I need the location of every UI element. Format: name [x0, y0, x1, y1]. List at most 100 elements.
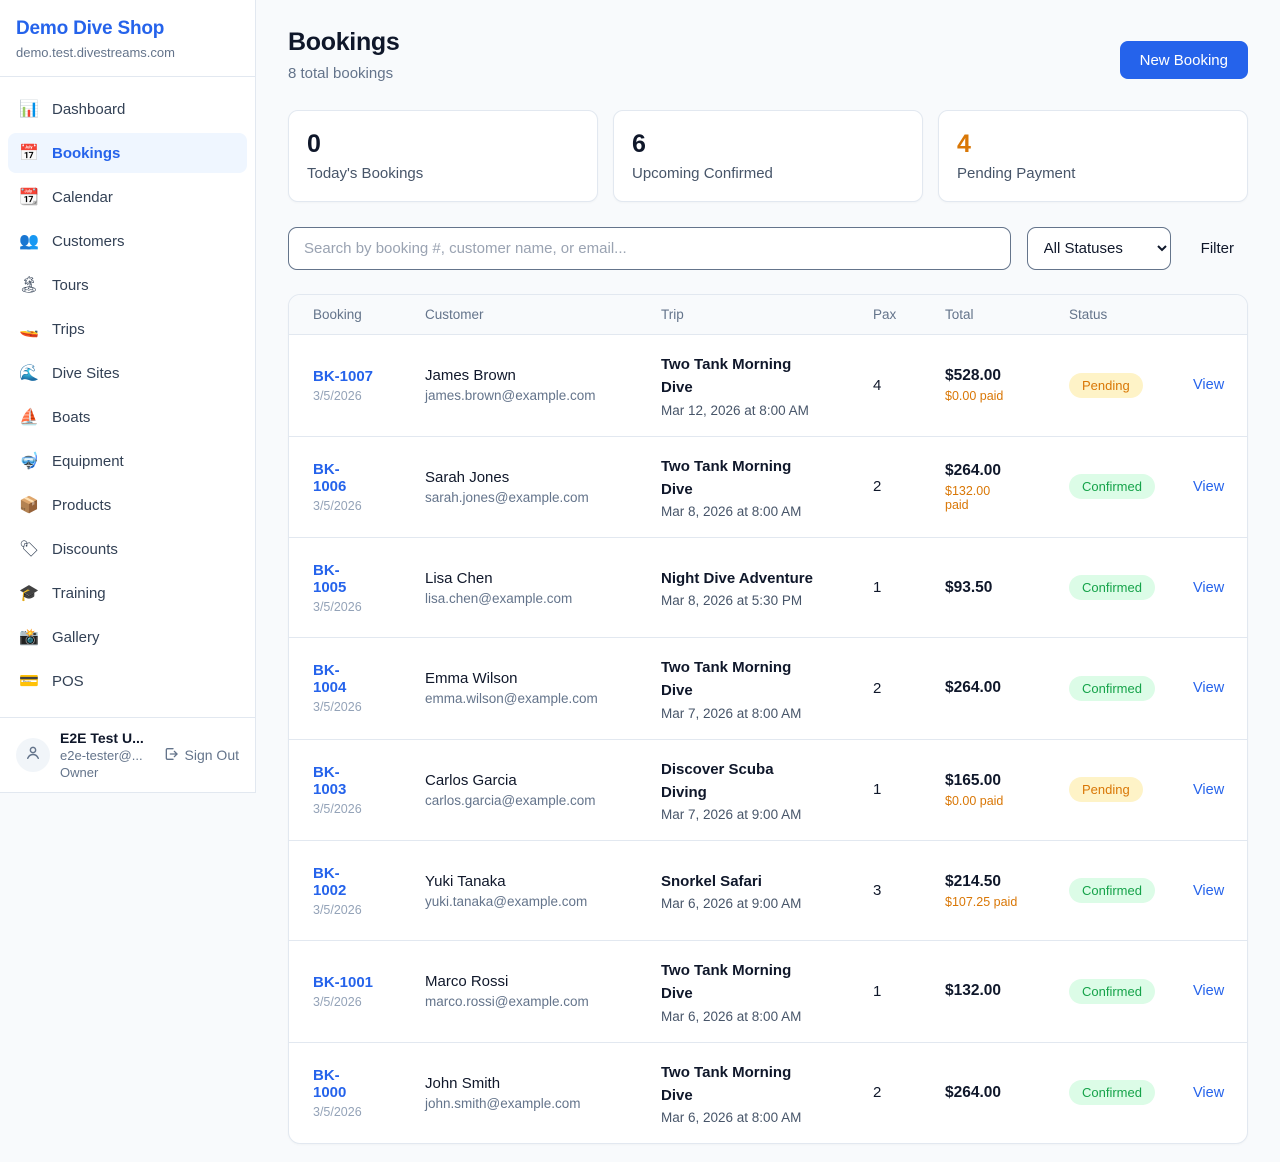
view-link[interactable]: View: [1193, 983, 1225, 1000]
pax-value: 1: [873, 982, 882, 1000]
paid-value: $0.00 paid: [945, 389, 1004, 404]
brand-domain: demo.test.divestreams.com: [16, 45, 175, 60]
user-email: e2e-tester@...: [60, 748, 143, 763]
booking-date: 3/5/2026: [313, 902, 362, 917]
sidebar-item-trips[interactable]: 🚤 Trips: [8, 309, 247, 349]
status-badge: Pending: [1069, 372, 1143, 398]
total-cell: $264.00: [945, 1084, 1069, 1102]
booking-cell: BK-1001 3/5/2026: [313, 974, 425, 1009]
sidebar-item-dive-sites[interactable]: 🌊 Dive Sites: [8, 353, 247, 393]
total-value: $528.00: [945, 367, 1002, 385]
view-link[interactable]: View: [1193, 1084, 1225, 1101]
customer-name: James Brown: [425, 367, 516, 385]
trip-name: Two Tank Morning Dive: [661, 356, 792, 397]
sidebar-item-pos[interactable]: 💳 POS: [8, 661, 247, 701]
view-link[interactable]: View: [1193, 680, 1225, 697]
sign-out-button[interactable]: Sign Out: [163, 746, 239, 765]
new-booking-button[interactable]: New Booking: [1119, 41, 1248, 79]
trip-datetime: Mar 6, 2026 at 8:00 AM: [661, 1008, 802, 1024]
sailboat-icon: ⛵: [19, 409, 39, 426]
customer-name: John Smith: [425, 1074, 501, 1092]
trip-name: Two Tank Morning Dive: [661, 1063, 792, 1104]
booking-cell: BK-1002 3/5/2026: [313, 865, 425, 917]
view-link[interactable]: View: [1193, 478, 1225, 495]
booking-id-link[interactable]: BK-1002: [313, 864, 347, 899]
table-row: BK-1002 3/5/2026 Yuki Tanaka yuki.tanaka…: [289, 841, 1247, 941]
booking-date: 3/5/2026: [313, 994, 362, 1009]
total-cell: $165.00 $0.00 paid: [945, 772, 1069, 808]
booking-id-link[interactable]: BK-1001: [313, 973, 374, 991]
booking-id-link[interactable]: BK-1005: [313, 561, 347, 596]
table-row: BK-1006 3/5/2026 Sarah Jones sarah.jones…: [289, 437, 1247, 538]
booking-id-link[interactable]: BK-1004: [313, 662, 347, 697]
stat-label: Pending Payment: [957, 165, 1076, 182]
booking-id-link[interactable]: BK-1007: [313, 367, 374, 385]
filter-button[interactable]: Filter: [1187, 240, 1248, 257]
table-body: BK-1007 3/5/2026 James Brown james.brown…: [289, 335, 1247, 1143]
sidebar-item-training[interactable]: 🎓 Training: [8, 573, 247, 613]
view-link[interactable]: View: [1193, 882, 1225, 899]
status-select[interactable]: All Statuses: [1026, 227, 1171, 270]
status-cell: Confirmed: [1069, 1080, 1193, 1106]
pax-value: 1: [873, 781, 882, 799]
sidebar-item-label: POS: [52, 672, 84, 690]
sidebar-item-customers[interactable]: 👥 Customers: [8, 221, 247, 261]
customer-email: yuki.tanaka@example.com: [425, 893, 588, 909]
trip-datetime: Mar 7, 2026 at 8:00 AM: [661, 705, 802, 721]
booking-cell: BK-1007 3/5/2026: [313, 368, 425, 403]
view-link[interactable]: View: [1193, 579, 1225, 596]
sidebar-item-tours[interactable]: 🏝 Tours: [8, 265, 247, 305]
bar-chart-icon: 📊: [19, 101, 39, 118]
booking-cell: BK-1003 3/5/2026: [313, 764, 425, 816]
pax-value: 1: [873, 579, 882, 596]
sidebar-item-equipment[interactable]: 🤿 Equipment: [8, 441, 247, 481]
actions-cell: View: [1193, 882, 1224, 900]
user-info: E2E Test U... e2e-tester@... Owner: [60, 730, 153, 780]
sidebar-nav: 📊 Dashboard 📅 Bookings 📆 Calendar 👥 Cust…: [0, 77, 255, 717]
sidebar-item-label: Bookings: [52, 144, 121, 162]
view-link[interactable]: View: [1193, 781, 1225, 798]
stat-card-pending-payment: 4 Pending Payment: [938, 110, 1248, 202]
sidebar-item-label: Trips: [52, 320, 85, 338]
customer-email: james.brown@example.com: [425, 388, 596, 404]
sidebar-item-calendar[interactable]: 📆 Calendar: [8, 177, 247, 217]
booking-id-link[interactable]: BK-1000: [313, 1066, 347, 1101]
sidebar-item-dashboard[interactable]: 📊 Dashboard: [8, 89, 247, 129]
page-subtitle: 8 total bookings: [288, 65, 394, 82]
customer-cell: Marco Rossi marco.rossi@example.com: [425, 973, 661, 1009]
customer-name: Emma Wilson: [425, 670, 518, 688]
sidebar-item-label: Customers: [52, 232, 125, 250]
column-header-total: Total: [945, 307, 974, 322]
paid-value: $132.00 paid: [945, 483, 991, 512]
total-cell: $214.50 $107.25 paid: [945, 873, 1069, 909]
view-link[interactable]: View: [1193, 377, 1225, 394]
booking-id-link[interactable]: BK-1003: [313, 763, 347, 798]
trip-cell: Two Tank Morning Dive Mar 7, 2026 at 8:0…: [661, 656, 873, 721]
trip-cell: Two Tank Morning Dive Mar 12, 2026 at 8:…: [661, 353, 873, 418]
booking-id-link[interactable]: BK-1006: [313, 460, 347, 495]
customer-cell: James Brown james.brown@example.com: [425, 367, 661, 403]
actions-cell: View: [1193, 1084, 1224, 1102]
sidebar-item-products[interactable]: 📦 Products: [8, 485, 247, 525]
customer-name: Yuki Tanaka: [425, 872, 506, 890]
stat-label: Today's Bookings: [307, 165, 424, 182]
sidebar-item-label: Training: [52, 584, 106, 602]
sidebar-item-discounts[interactable]: 🏷 Discounts: [8, 529, 247, 569]
total-value: $264.00: [945, 461, 1002, 479]
customer-email: marco.rossi@example.com: [425, 994, 589, 1010]
island-icon: 🏝: [18, 277, 40, 294]
actions-cell: View: [1193, 376, 1224, 394]
sidebar-item-boats[interactable]: ⛵ Boats: [8, 397, 247, 437]
status-badge: Confirmed: [1069, 675, 1155, 701]
user-role: Owner: [60, 765, 99, 780]
actions-cell: View: [1193, 781, 1224, 799]
search-input[interactable]: [288, 227, 1011, 270]
actions-cell: View: [1193, 579, 1224, 597]
trip-cell: Night Dive Adventure Mar 8, 2026 at 5:30…: [661, 567, 873, 608]
sidebar-item-bookings[interactable]: 📅 Bookings: [8, 133, 247, 173]
table-row: BK-1001 3/5/2026 Marco Rossi marco.rossi…: [289, 941, 1247, 1043]
status-cell: Pending: [1069, 372, 1193, 398]
booking-date: 3/5/2026: [313, 498, 362, 513]
user-name: E2E Test U...: [60, 730, 144, 746]
sidebar-item-gallery[interactable]: 📸 Gallery: [8, 617, 247, 657]
